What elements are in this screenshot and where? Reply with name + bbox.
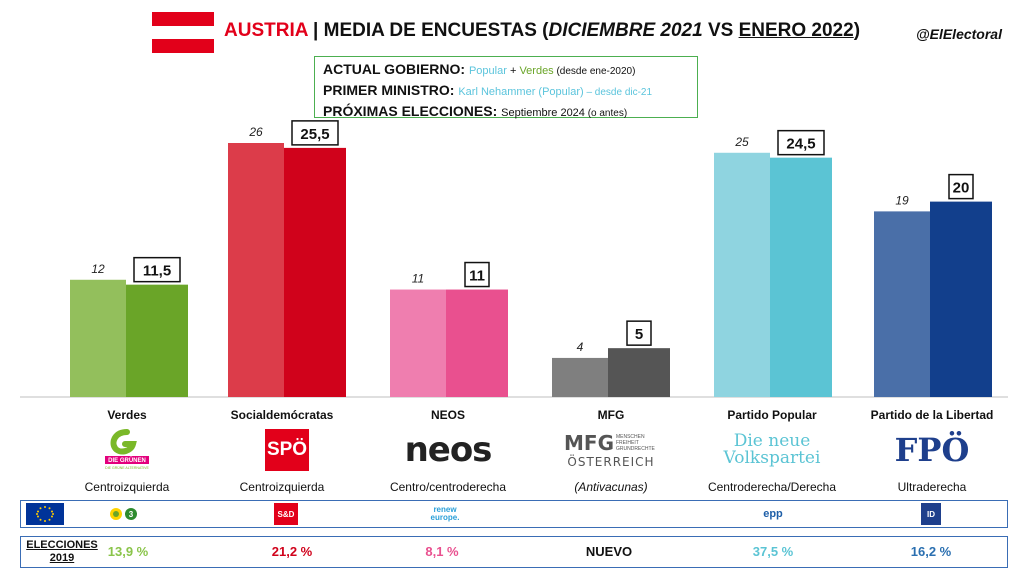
ideology-verdes: Centroizquierda [84,480,170,494]
bar-curr-verdes [126,284,188,397]
category-label-neos: NEOS [430,408,465,422]
ideology-neos: Centro/centroderecha [389,480,507,494]
government-info-box: ACTUAL GOBIERNO: Popular + Verdes (desde… [314,56,698,119]
result-2019-partido-libertad: 16,2 % [910,544,952,559]
label-prev-mfg: 4 [577,340,584,354]
ideology-socialdemocratas: Centroizquierda [239,480,325,494]
bar-prev-mfg [552,357,608,397]
label-box-curr-neos [464,261,490,288]
svg-text:DIE GRÜNEN: DIE GRÜNEN [108,457,146,464]
bar-curr-socialdemocratas [284,147,346,397]
sd-group-icon: S&D [274,503,298,525]
label-prev-partido-libertad: 19 [895,193,909,207]
greens-logo: DIE GRÜNEN DIE GRÜNE ALTERNATIVE [47,428,207,472]
ideology-partido-libertad: Ultraderecha [897,480,967,494]
svg-text:3: 3 [129,510,134,519]
austria-flag-icon [152,12,214,53]
label-box-curr-partido-libertad [948,173,974,200]
bar-prev-neos [390,289,446,397]
bar-curr-neos [446,289,508,397]
next-elections-line: PRÓXIMAS ELECCIONES: Septiembre 2024 (o … [323,103,628,119]
category-label-partido-libertad: Partido de la Libertad [870,408,994,422]
epp-icon: epp [763,508,783,520]
renew-europe-icon: renew europe. [430,505,460,522]
prime-minister-line: PRIMER MINISTRO: Karl Nehammer (Popular)… [323,82,653,98]
label-curr-socialdemocratas: 25,5 [300,126,329,143]
government-line: ACTUAL GOBIERNO: Popular + Verdes (desde… [323,61,636,77]
label-curr-partido-libertad: 20 [953,180,970,197]
elections-2019-row [20,536,1008,568]
category-label-verdes: Verdes [107,408,147,422]
label-prev-partido-popular: 25 [734,135,749,149]
ovp-logo: Die neue Volkspartei [723,431,821,468]
page-title: AUSTRIA | MEDIA DE ENCUESTAS (DICIEMBRE … [224,20,861,41]
label-prev-verdes: 12 [91,262,105,276]
neos-logo: neos [404,430,493,470]
bar-prev-socialdemocratas [228,143,284,397]
label-box-curr-socialdemocratas [291,120,339,146]
result-2019-partido-popular: 37,5 % [752,544,794,559]
label-curr-verdes: 11,5 [143,263,171,280]
fpo-logo: FPÖ [894,431,970,469]
bar-prev-verdes [70,279,126,397]
author-handle: @ElElectoral [915,26,1002,42]
bar-curr-mfg [608,348,670,397]
eu-flag-icon [26,503,64,525]
label-curr-partido-popular: 24,5 [786,136,815,153]
bar-curr-partido-popular [770,157,832,397]
label-box-curr-verdes [133,256,181,283]
label-prev-socialdemocratas: 26 [248,125,263,139]
id-group-icon: ID [921,503,941,525]
label-box-curr-partido-popular [777,129,825,156]
ideology-partido-popular: Centroderecha/Derecha [707,480,837,494]
result-2019-verdes: 13,9 % [107,544,149,559]
label-box-curr-mfg [626,320,652,346]
result-2019-mfg: NUEVO [585,544,633,559]
bar-prev-partido-libertad [874,211,930,397]
label-prev-neos: 11 [412,272,424,286]
result-2019-neos: 8,1 % [425,544,459,559]
greens-efa-icon: 3 [104,503,144,525]
elections-2019-label: ELECCIONES 2019 [26,539,98,564]
label-curr-mfg: 5 [635,326,643,343]
bar-curr-partido-libertad [930,201,992,397]
ideology-mfg: (Antivacunas) [574,480,648,494]
category-label-socialdemocratas: Socialdemócratas [230,408,334,422]
mfg-logo: MFG MENSCHEN FREIHEIT GRUNDRECHTE ÖSTERR… [564,431,655,469]
category-label-mfg: MFG [597,408,625,422]
svg-text:DIE GRÜNE ALTERNATIVE: DIE GRÜNE ALTERNATIVE [105,466,149,470]
eu-groups-row [20,500,1008,528]
category-label-partido-popular: Partido Popular [727,408,817,422]
bar-prev-partido-popular [714,152,770,397]
spo-logo: SPÖ [207,428,367,472]
result-2019-socialdemocratas: 21,2 % [271,544,313,559]
label-curr-neos: 11 [469,268,485,285]
